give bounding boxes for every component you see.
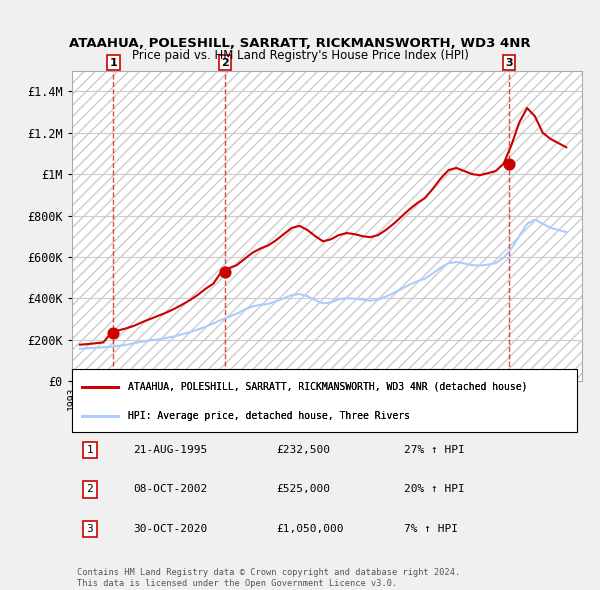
Text: 3: 3: [505, 58, 512, 68]
Text: 2: 2: [221, 58, 229, 68]
Text: 21-AUG-1995: 21-AUG-1995: [133, 445, 208, 455]
Text: ATAAHUA, POLESHILL, SARRATT, RICKMANSWORTH, WD3 4NR (detached house): ATAAHUA, POLESHILL, SARRATT, RICKMANSWOR…: [128, 382, 527, 392]
FancyBboxPatch shape: [72, 369, 577, 432]
Point: [221, 268, 230, 277]
Text: ATAAHUA, POLESHILL, SARRATT, RICKMANSWORTH, WD3 4NR (detached house): ATAAHUA, POLESHILL, SARRATT, RICKMANSWOR…: [128, 382, 527, 392]
Text: Price paid vs. HM Land Registry's House Price Index (HPI): Price paid vs. HM Land Registry's House …: [131, 49, 469, 62]
Text: HPI: Average price, detached house, Three Rivers: HPI: Average price, detached house, Thre…: [128, 411, 410, 421]
Text: £1,050,000: £1,050,000: [276, 524, 343, 534]
Text: 30-OCT-2020: 30-OCT-2020: [133, 524, 208, 534]
Text: 7% ↑ HPI: 7% ↑ HPI: [404, 524, 458, 534]
Text: HPI: Average price, detached house, Three Rivers: HPI: Average price, detached house, Thre…: [128, 411, 410, 421]
Text: 08-OCT-2002: 08-OCT-2002: [133, 484, 208, 494]
Point: [109, 328, 118, 337]
Text: 1: 1: [86, 445, 93, 455]
Text: £525,000: £525,000: [276, 484, 330, 494]
Text: Contains HM Land Registry data © Crown copyright and database right 2024.
This d: Contains HM Land Registry data © Crown c…: [77, 568, 460, 588]
Text: 1: 1: [110, 58, 118, 68]
Text: 3: 3: [86, 524, 93, 534]
Text: 27% ↑ HPI: 27% ↑ HPI: [404, 445, 464, 455]
Text: ATAAHUA, POLESHILL, SARRATT, RICKMANSWORTH, WD3 4NR: ATAAHUA, POLESHILL, SARRATT, RICKMANSWOR…: [69, 37, 531, 50]
Text: 2: 2: [86, 484, 93, 494]
Point: [504, 159, 514, 169]
Text: 20% ↑ HPI: 20% ↑ HPI: [404, 484, 464, 494]
Text: £232,500: £232,500: [276, 445, 330, 455]
